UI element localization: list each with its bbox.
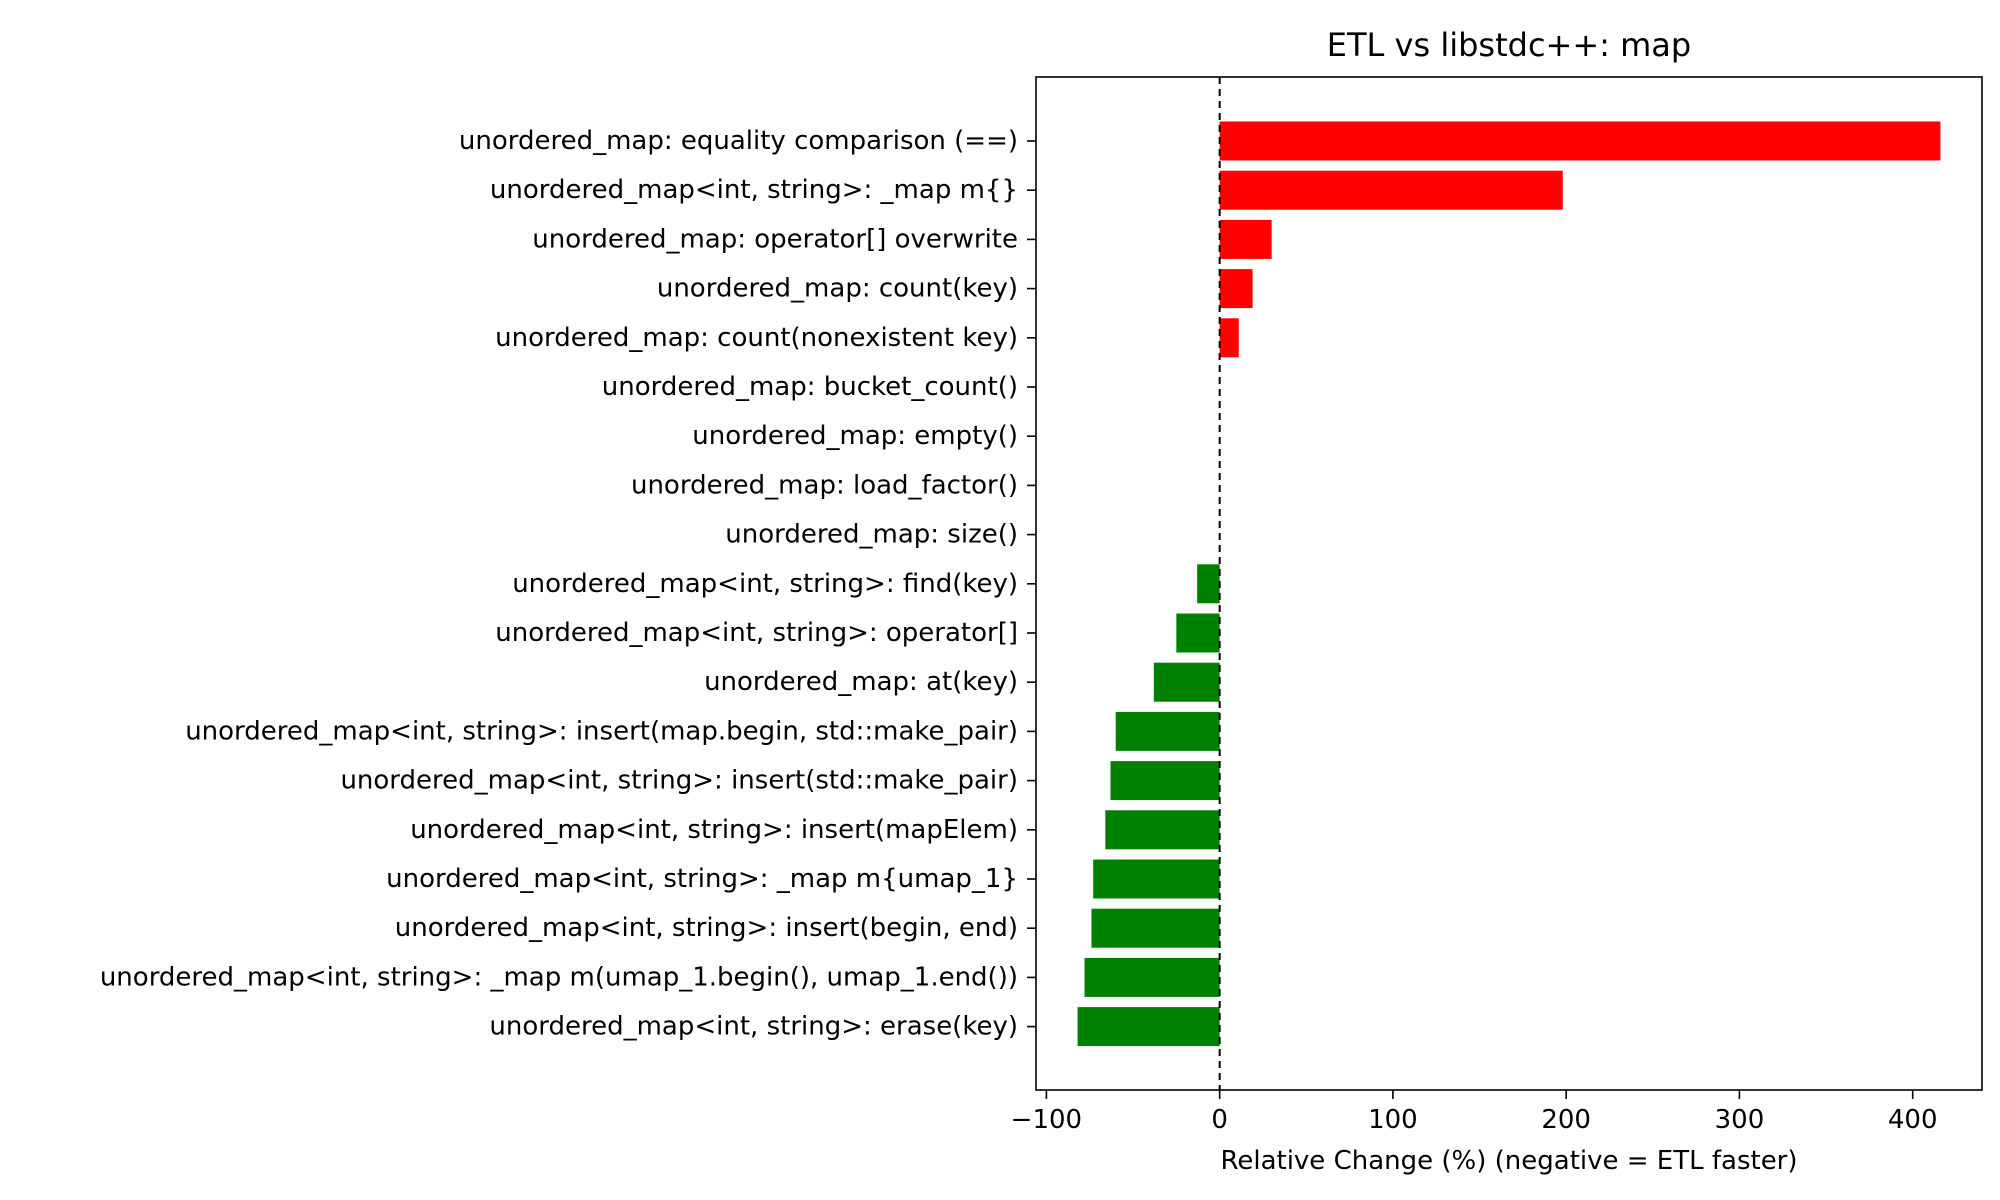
x-tick-label: −100 [1011,1105,1082,1135]
category-label: unordered_map<int, string>: insert(std::… [340,766,1018,796]
category-label: unordered_map<int, string>: _map m{umap_… [386,864,1018,894]
category-label: unordered_map<int, string>: insert(map.b… [185,716,1018,746]
y-axis-category-labels: unordered_map: equality comparison (==) u… [100,126,1036,1042]
category-label: unordered_map: bucket_count() [602,372,1018,402]
x-axis-ticks: −100 0 100 200 300 400 [1011,1090,1938,1135]
category-label: unordered_map<int, string>: insert(mapEl… [410,815,1018,845]
category-label: unordered_map: count(nonexistent key) [495,323,1018,353]
chart-title: ETL vs libstdc++: map [1327,26,1691,64]
x-tick-label: 200 [1541,1105,1591,1135]
bar [1077,1007,1220,1047]
category-label: unordered_map<int, string>: _map m(umap_… [100,962,1018,992]
category-label: unordered_map: size() [725,520,1018,550]
bar [1219,318,1239,358]
bar [1219,170,1563,210]
bar [1091,908,1220,948]
bar [1219,219,1272,259]
category-label: unordered_map<int, string>: operator[] [495,618,1018,648]
bar [1084,957,1220,997]
x-tick-label: 0 [1211,1105,1228,1135]
category-label: unordered_map: load_factor() [631,470,1018,500]
x-tick-label: 400 [1888,1105,1938,1135]
bar [1176,613,1220,653]
bar [1219,121,1941,161]
category-label: unordered_map: equality comparison (==) [459,126,1018,156]
bar [1219,269,1253,309]
bar [1110,761,1220,801]
category-label: unordered_map<int, string>: erase(key) [489,1012,1018,1042]
bar [1093,859,1220,899]
bar [1153,662,1220,702]
bars-group [1077,121,1941,1047]
category-label: unordered_map: empty() [692,421,1018,451]
category-label: unordered_map<int, string>: _map m{} [490,175,1018,205]
x-axis-label: Relative Change (%) (negative = ETL fast… [1220,1146,1797,1176]
x-tick-label: 300 [1715,1105,1765,1135]
category-label: unordered_map: operator[] overwrite [532,224,1018,254]
category-label: unordered_map: at(key) [704,667,1018,697]
category-label: unordered_map<int, string>: find(key) [512,569,1018,599]
bar [1115,711,1220,751]
category-label: unordered_map<int, string>: insert(begin… [395,913,1018,943]
bar [1105,810,1220,850]
x-tick-label: 100 [1368,1105,1418,1135]
bar [1197,564,1220,604]
category-label: unordered_map: count(key) [657,274,1018,304]
